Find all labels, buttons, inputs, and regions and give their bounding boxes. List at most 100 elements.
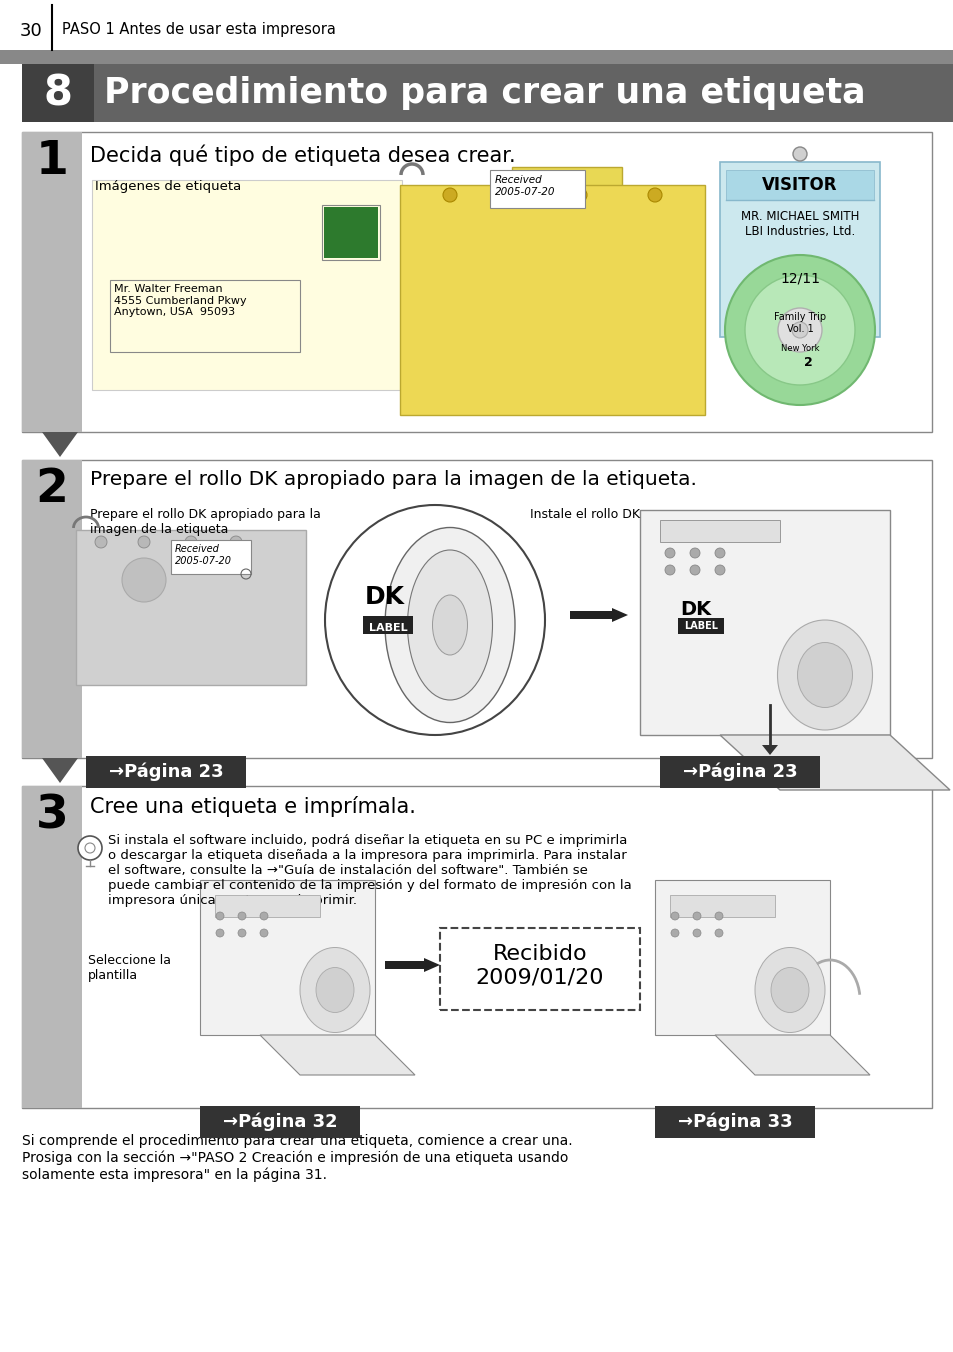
Polygon shape (385, 959, 439, 972)
Text: Prepare el rollo DK apropiado para la imagen de la etiqueta.: Prepare el rollo DK apropiado para la im… (90, 470, 696, 489)
Bar (214, 895, 319, 917)
Bar (639, 510, 889, 735)
Text: DK: DK (365, 585, 405, 608)
Bar (659, 521, 780, 542)
Text: →Página 23: →Página 23 (682, 763, 797, 781)
Bar (399, 185, 704, 415)
Bar (110, 280, 299, 352)
Text: New York: New York (780, 343, 819, 353)
Bar (86, 756, 246, 788)
Circle shape (185, 535, 196, 548)
Text: VISITOR: VISITOR (761, 176, 837, 193)
Circle shape (689, 548, 700, 558)
Text: Si comprende el procedimiento para crear una etiqueta, comience a crear una.
Pro: Si comprende el procedimiento para crear… (22, 1134, 572, 1182)
Circle shape (744, 274, 854, 385)
Bar (512, 168, 621, 195)
Circle shape (791, 322, 807, 338)
Bar (171, 539, 251, 575)
Bar (363, 617, 413, 634)
Text: Imágenes de etiqueta: Imágenes de etiqueta (95, 180, 241, 193)
Bar (22, 132, 82, 433)
Bar (22, 64, 953, 122)
Bar (490, 170, 584, 208)
Text: →Página 23: →Página 23 (109, 763, 223, 781)
Circle shape (714, 565, 724, 575)
Circle shape (237, 913, 246, 919)
Circle shape (237, 929, 246, 937)
Bar (22, 786, 82, 1109)
Text: Received
2005-07-20: Received 2005-07-20 (495, 174, 555, 196)
Text: Received
2005-07-20: Received 2005-07-20 (174, 544, 232, 565)
Ellipse shape (432, 595, 467, 654)
Bar (655, 880, 829, 1036)
Circle shape (260, 913, 268, 919)
Circle shape (122, 558, 166, 602)
Text: Procedimiento para crear una etiqueta: Procedimiento para crear una etiqueta (104, 76, 864, 110)
Circle shape (689, 565, 700, 575)
Text: Recibido
2009/01/20: Recibido 2009/01/20 (476, 944, 603, 987)
Circle shape (647, 188, 661, 201)
Bar (22, 64, 94, 122)
Ellipse shape (385, 527, 515, 722)
Polygon shape (42, 758, 78, 783)
Circle shape (664, 548, 675, 558)
Bar (91, 180, 401, 389)
Text: 8: 8 (44, 72, 72, 114)
Circle shape (573, 188, 586, 201)
Circle shape (215, 929, 224, 937)
Text: →Página 33: →Página 33 (677, 1113, 792, 1132)
Text: Si instala el software incluido, podrá diseñar la etiqueta en su PC e imprimirla: Si instala el software incluido, podrá d… (108, 834, 631, 907)
Bar (324, 207, 377, 258)
Ellipse shape (315, 968, 354, 1013)
Bar (322, 206, 379, 260)
Text: Family Trip
Vol. 1: Family Trip Vol. 1 (773, 312, 825, 334)
Text: LABEL: LABEL (683, 621, 718, 631)
Bar (0, 50, 953, 64)
Polygon shape (720, 735, 949, 790)
Text: →Página 32: →Página 32 (222, 1113, 337, 1132)
Bar (22, 460, 931, 758)
Bar (720, 162, 879, 337)
Bar (439, 927, 639, 1010)
Circle shape (502, 188, 517, 201)
Circle shape (215, 913, 224, 919)
Circle shape (138, 535, 150, 548)
Circle shape (670, 929, 679, 937)
Ellipse shape (754, 948, 824, 1033)
Text: 3: 3 (35, 794, 69, 838)
Bar (22, 132, 931, 433)
Ellipse shape (797, 642, 852, 707)
Circle shape (78, 836, 102, 860)
Ellipse shape (299, 948, 370, 1033)
Bar (200, 880, 375, 1036)
Text: DK: DK (679, 600, 710, 619)
Bar (725, 170, 873, 200)
Text: PASO 1 Antes de usar esta impresora: PASO 1 Antes de usar esta impresora (62, 22, 335, 37)
Circle shape (85, 844, 95, 853)
Text: Prepare el rollo DK apropiado para la
imagen de la etiqueta: Prepare el rollo DK apropiado para la im… (90, 508, 320, 535)
Circle shape (778, 308, 821, 352)
Text: Seleccione la
plantilla: Seleccione la plantilla (88, 955, 171, 982)
Bar (659, 756, 820, 788)
Text: Cree una etiqueta e imprímala.: Cree una etiqueta e imprímala. (90, 796, 416, 817)
Circle shape (714, 913, 722, 919)
Polygon shape (761, 745, 778, 754)
Text: 1: 1 (35, 139, 69, 184)
Ellipse shape (777, 621, 872, 730)
Bar (678, 618, 723, 634)
Bar (22, 786, 931, 1109)
Ellipse shape (407, 550, 492, 700)
Text: Instale el rollo DK: Instale el rollo DK (530, 508, 639, 521)
Text: Mr. Walter Freeman
4555 Cumberland Pkwy
Anytown, USA  95093: Mr. Walter Freeman 4555 Cumberland Pkwy … (113, 284, 247, 318)
Circle shape (714, 929, 722, 937)
Polygon shape (569, 608, 627, 622)
Circle shape (230, 535, 242, 548)
Text: MR. MICHAEL SMITH
LBI Industries, Ltd.: MR. MICHAEL SMITH LBI Industries, Ltd. (740, 210, 859, 238)
Bar (655, 1106, 814, 1138)
Bar (200, 1106, 359, 1138)
Text: Decida qué tipo de etiqueta desea crear.: Decida qué tipo de etiqueta desea crear. (90, 145, 515, 165)
Circle shape (95, 535, 107, 548)
Circle shape (714, 548, 724, 558)
Polygon shape (260, 1036, 415, 1075)
Polygon shape (42, 433, 78, 457)
